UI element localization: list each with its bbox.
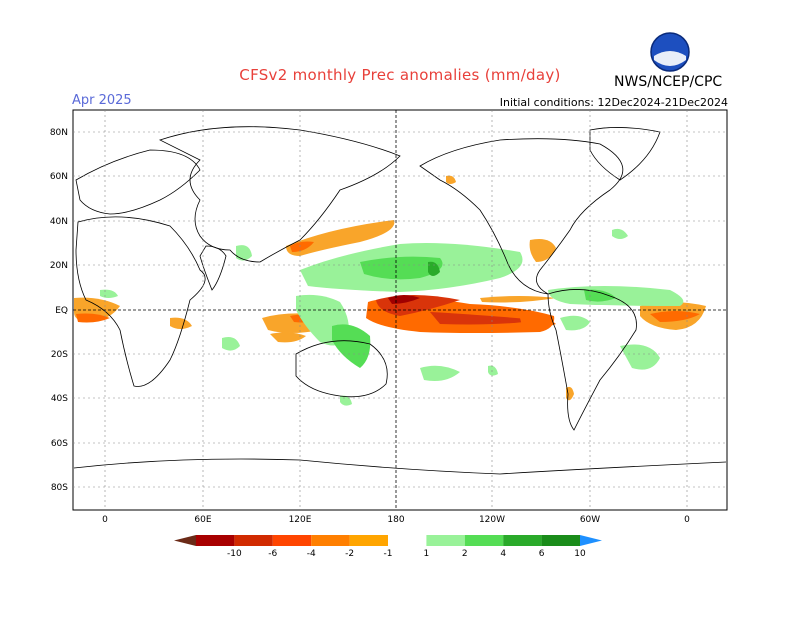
colorbar-label: 1 <box>424 549 430 559</box>
lon-label: 60E <box>194 515 211 525</box>
lat-label: 80N <box>50 128 68 138</box>
colorbar: -10 -6 -4 -2 -1 1 2 4 6 10 <box>174 535 602 559</box>
lat-label: 40N <box>50 217 68 227</box>
lat-label: 20N <box>50 261 68 271</box>
colorbar-label: 10 <box>574 549 586 559</box>
lat-label: 80S <box>51 483 68 493</box>
colorbar-swatch <box>349 535 388 546</box>
colorbar-label: -6 <box>268 549 277 559</box>
colorbar-swatch <box>272 535 312 546</box>
colorbar-swatch <box>311 535 350 546</box>
lon-label: 0 <box>684 515 690 525</box>
lat-label: 40S <box>51 394 68 404</box>
agency-label: NWS/NCEP/CPC <box>614 74 723 90</box>
lon-label: 120E <box>289 515 312 525</box>
colorbar-label: 4 <box>500 549 506 559</box>
lon-label: 60W <box>580 515 600 525</box>
colorbar-label: -4 <box>307 549 316 559</box>
forecast-month: Apr 2025 <box>72 93 132 108</box>
lat-label: 60S <box>51 439 68 449</box>
noaa-logo-icon <box>650 32 690 72</box>
lat-label: 60N <box>50 172 68 182</box>
colorbar-swatch <box>388 535 427 546</box>
colorbar-swatch <box>541 535 580 546</box>
colorbar-swatch <box>503 535 542 546</box>
colorbar-swatch <box>234 535 273 546</box>
chart-title: CFSv2 monthly Prec anomalies (mm/day) <box>239 66 561 84</box>
colorbar-label: -2 <box>345 549 354 559</box>
colorbar-label: -10 <box>227 549 242 559</box>
initial-conditions: Initial conditions: 12Dec2024-21Dec2024 <box>499 96 728 109</box>
colorbar-swatch <box>196 535 235 546</box>
lon-tick-labels: 0 60E 120E 180 120W 60W 0 <box>102 515 690 525</box>
equator-dateline <box>73 110 727 510</box>
colorbar-left-arrow <box>174 535 196 546</box>
lat-label: EQ <box>55 306 68 316</box>
lat-tick-labels: 80N 60N 40N 20N EQ 20S 40S 60S 80S <box>50 128 68 493</box>
colorbar-label: 6 <box>539 549 545 559</box>
colorbar-swatch <box>464 535 504 546</box>
colorbar-label: -1 <box>384 549 393 559</box>
lon-label: 180 <box>387 515 404 525</box>
lon-label: 120W <box>479 515 505 525</box>
lon-label: 0 <box>102 515 108 525</box>
lat-label: 20S <box>51 350 68 360</box>
colorbar-right-arrow <box>580 535 602 546</box>
colorbar-label: 2 <box>462 549 468 559</box>
wet-anomalies <box>100 228 684 406</box>
colorbar-swatch <box>426 535 465 546</box>
